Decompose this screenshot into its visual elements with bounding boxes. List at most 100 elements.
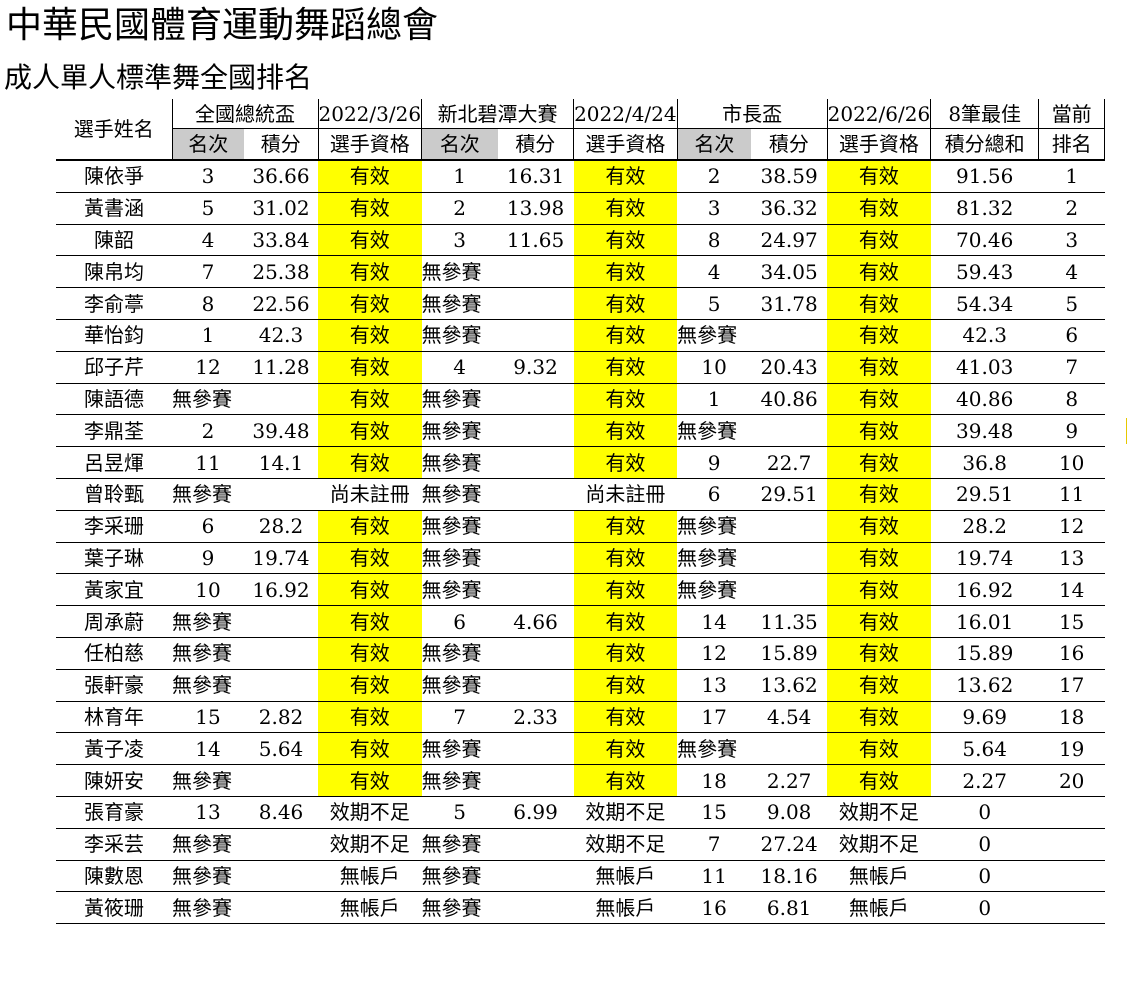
event3-rank-cell: 5	[677, 287, 752, 320]
header-event3-name: 市長盃	[677, 99, 828, 129]
total-points-cell: 28.2	[930, 510, 1039, 543]
table-row: 周承蔚 無參賽 有效 6 4.66 有效 14 11.35 有效 16.01 15	[56, 605, 1105, 638]
event3-status-cell: 有效	[827, 192, 931, 225]
event2-rank-cell: 無參賽	[421, 287, 498, 320]
event2-points-cell	[497, 255, 574, 289]
header-eligibility: 選手資格	[827, 128, 932, 161]
player-name-cell: 黃家宜	[56, 573, 172, 607]
current-ranking-cell: 5	[1038, 287, 1105, 320]
table-row: 李俞葶 8 22.56 有效 無參賽 有效 5 31.78 有效 54.34 5	[56, 287, 1105, 320]
total-points-cell: 0	[930, 828, 1039, 861]
event2-points-cell: 11.65	[497, 224, 574, 257]
current-ranking-cell: 1	[1038, 160, 1105, 193]
event1-points-cell: 31.02	[244, 192, 318, 225]
current-ranking-cell	[1038, 860, 1105, 893]
player-name-cell: 葉子琳	[56, 542, 172, 575]
table-row: 呂昱煇 11 14.1 有效 無參賽 有效 9 22.7 有效 36.8 10	[56, 446, 1105, 479]
event1-rank-cell: 7	[172, 255, 244, 289]
event1-rank-cell: 3	[172, 160, 244, 193]
player-name-cell: 李采芸	[56, 828, 172, 861]
event1-rank-cell: 無參賽	[172, 637, 244, 670]
event3-points-cell	[751, 414, 828, 448]
event1-points-cell	[244, 605, 318, 638]
event3-status-cell: 有效	[827, 255, 931, 289]
table-row: 陳妍安 無參賽 有效 無參賽 有效 18 2.27 有效 2.27 20	[56, 764, 1105, 797]
table-row: 李鼎荃 2 39.48 有效 無參賽 有效 無參賽 有效 39.48 9	[56, 414, 1105, 448]
event2-points-cell	[497, 542, 574, 575]
event1-status-cell: 有效	[318, 510, 422, 543]
event3-status-cell: 有效	[827, 637, 931, 670]
event2-rank-cell: 1	[421, 160, 498, 193]
player-name-cell: 陳韶	[56, 224, 172, 257]
event1-points-cell: 16.92	[244, 573, 318, 607]
player-name-cell: 陳語德	[56, 383, 172, 416]
total-points-cell: 16.92	[930, 573, 1039, 607]
event2-rank-cell: 5	[421, 796, 498, 829]
total-points-cell: 15.89	[930, 637, 1039, 670]
player-name-cell: 曾聆甄	[56, 478, 172, 511]
table-row: 李采芸 無參賽 效期不足 無參賽 效期不足 7 27.24 效期不足 0	[56, 828, 1105, 861]
total-points-cell: 81.32	[930, 192, 1039, 225]
event2-points-cell: 2.33	[497, 701, 574, 734]
header-eligibility: 選手資格	[318, 128, 423, 161]
event1-status-cell: 效期不足	[318, 828, 422, 861]
total-points-cell: 59.43	[930, 255, 1039, 289]
event2-rank-cell: 無參賽	[421, 478, 498, 511]
event3-rank-cell: 16	[677, 891, 752, 925]
event3-points-cell: 18.16	[751, 860, 828, 893]
player-name-cell: 呂昱煇	[56, 446, 172, 479]
event3-status-cell: 有效	[827, 160, 931, 193]
event3-points-cell: 20.43	[751, 351, 828, 384]
event3-points-cell: 15.89	[751, 637, 828, 670]
total-points-cell: 41.03	[930, 351, 1039, 384]
current-ranking-cell: 4	[1038, 255, 1105, 289]
event3-rank-cell: 6	[677, 478, 752, 511]
current-ranking-cell: 10	[1038, 446, 1105, 479]
event2-rank-cell: 3	[421, 224, 498, 257]
event2-rank-cell: 無參賽	[421, 414, 498, 448]
event3-status-cell: 有效	[827, 732, 931, 766]
player-name-cell: 陳依爭	[56, 160, 172, 193]
event2-status-cell: 有效	[573, 573, 678, 607]
event3-points-cell: 40.86	[751, 383, 828, 416]
event3-rank-cell: 無參賽	[677, 319, 752, 352]
header-event3-date: 2022/6/26	[827, 99, 932, 129]
current-ranking-cell: 17	[1038, 669, 1105, 702]
current-ranking-cell	[1038, 891, 1105, 925]
event1-rank-cell: 無參賽	[172, 860, 244, 893]
header-rank: 名次	[677, 128, 752, 161]
current-ranking-cell	[1038, 796, 1105, 829]
event2-status-cell: 有效	[573, 383, 678, 416]
player-name-cell: 李采珊	[56, 510, 172, 543]
current-ranking-cell	[1038, 828, 1105, 861]
event1-points-cell	[244, 891, 318, 925]
player-name-cell: 張育豪	[56, 796, 172, 829]
event1-status-cell: 無帳戶	[318, 860, 422, 893]
event1-rank-cell: 15	[172, 701, 244, 734]
ranking-table: 選手姓名 全國總統盃 2022/3/26 新北碧潭大賽 2022/4/24 市長…	[56, 99, 1106, 925]
event3-points-cell: 9.08	[751, 796, 828, 829]
event1-status-cell: 有效	[318, 637, 422, 670]
event1-rank-cell: 11	[172, 446, 244, 479]
event3-rank-cell: 3	[677, 192, 752, 225]
player-name-cell: 華怡鈞	[56, 319, 172, 352]
total-points-cell: 40.86	[930, 383, 1039, 416]
event3-rank-cell: 無參賽	[677, 542, 752, 575]
header-event2-name: 新北碧潭大賽	[421, 99, 575, 129]
player-name-cell: 張軒豪	[56, 669, 172, 702]
event1-status-cell: 有效	[318, 573, 422, 607]
event1-status-cell: 有效	[318, 224, 422, 257]
event2-status-cell: 無帳戶	[573, 891, 678, 925]
event1-points-cell	[244, 764, 318, 797]
header-total: 積分總和	[930, 128, 1040, 161]
event1-points-cell	[244, 637, 318, 670]
total-points-cell: 54.34	[930, 287, 1039, 320]
event2-points-cell	[497, 383, 574, 416]
event1-points-cell: 28.2	[244, 510, 318, 543]
event2-rank-cell: 無參賽	[421, 573, 498, 607]
event2-points-cell	[497, 510, 574, 543]
event3-points-cell: 34.05	[751, 255, 828, 289]
current-ranking-cell: 2	[1038, 192, 1105, 225]
table-row: 張育豪 13 8.46 效期不足 5 6.99 效期不足 15 9.08 效期不足 0	[56, 796, 1105, 829]
event3-status-cell: 有效	[827, 414, 931, 448]
